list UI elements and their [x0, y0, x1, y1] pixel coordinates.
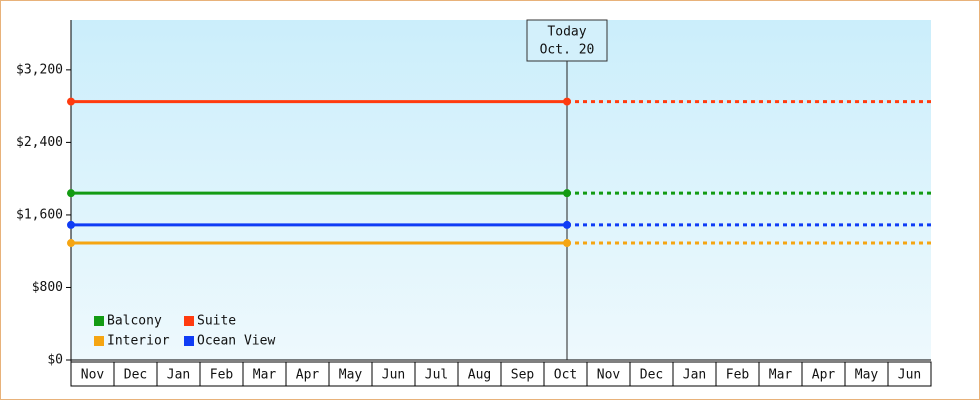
x-tick-label: Feb [210, 368, 234, 383]
month-cell [500, 361, 545, 387]
month-cell [801, 361, 846, 387]
legend-label: Interior [107, 334, 170, 349]
x-tick-label: Apr [296, 368, 320, 383]
month-cell [543, 361, 588, 387]
today-date: Oct. 20 [540, 43, 595, 58]
y-tick-label: $2,400 [16, 135, 63, 150]
y-tick-label: $1,600 [16, 207, 63, 222]
x-tick-label: Aug [468, 368, 491, 383]
price-point [563, 97, 571, 106]
month-cell [328, 361, 373, 387]
x-tick-label: Nov [81, 368, 105, 383]
today-box [526, 19, 608, 62]
x-tick-label: May [339, 368, 363, 383]
price-point [67, 189, 75, 198]
month-cell [887, 361, 932, 387]
x-tick-label: Feb [726, 368, 750, 383]
legend-label: Balcony [107, 314, 162, 329]
month-cell [672, 361, 717, 387]
price-point [67, 220, 75, 229]
y-tick-label: $0 [47, 353, 63, 368]
legend-label: Suite [197, 314, 236, 329]
month-cell [715, 361, 760, 387]
x-tick-label: Mar [253, 368, 277, 383]
legend-label: Ocean View [197, 334, 275, 349]
price-point [563, 189, 571, 198]
today-title: Today [547, 25, 586, 40]
month-cell [285, 361, 330, 387]
legend-swatch [94, 336, 104, 346]
price-point [563, 220, 571, 229]
x-tick-label: Jun [898, 368, 921, 383]
x-tick-label: Dec [124, 368, 147, 383]
x-tick-label: Nov [597, 368, 621, 383]
price-point [67, 239, 75, 248]
legend-swatch [184, 316, 194, 326]
month-cell [586, 361, 631, 387]
price-point [67, 97, 75, 106]
legend-swatch [184, 336, 194, 346]
month-cell [70, 361, 115, 387]
month-cell [629, 361, 674, 387]
x-tick-label: Oct [554, 368, 577, 383]
price-point [563, 239, 571, 248]
month-cell [457, 361, 502, 387]
y-tick-label: $3,200 [16, 62, 63, 77]
x-tick-label: Dec [640, 368, 663, 383]
plot-background [71, 20, 931, 360]
y-tick-label: $800 [32, 280, 63, 295]
month-cell [371, 361, 416, 387]
x-tick-label: Sep [511, 368, 535, 383]
legend-swatch [94, 316, 104, 326]
month-cell [758, 361, 803, 387]
x-tick-label: May [855, 368, 879, 383]
x-tick-label: Mar [769, 368, 793, 383]
x-tick-label: Jul [425, 368, 448, 383]
month-cell [242, 361, 287, 387]
x-tick-label: Apr [812, 368, 836, 383]
x-tick-label: Jan [683, 368, 706, 383]
x-tick-label: Jun [382, 368, 405, 383]
month-cell [844, 361, 889, 387]
x-tick-label: Jan [167, 368, 190, 383]
